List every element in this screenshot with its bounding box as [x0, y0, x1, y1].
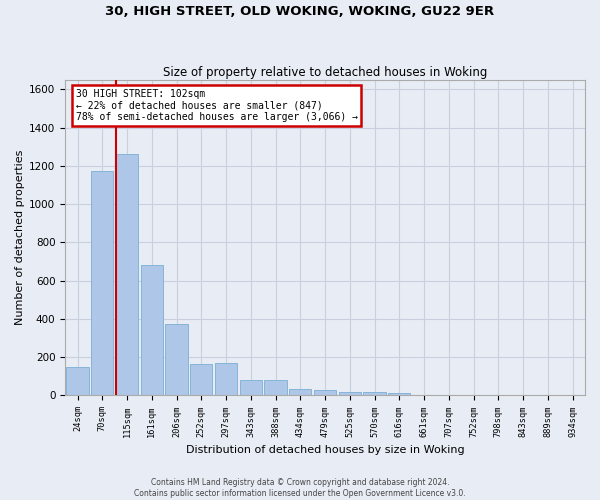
Bar — [338, 392, 361, 396]
Bar — [289, 388, 311, 396]
Bar — [239, 380, 262, 396]
Bar — [140, 266, 163, 396]
Text: Contains HM Land Registry data © Crown copyright and database right 2024.
Contai: Contains HM Land Registry data © Crown c… — [134, 478, 466, 498]
Y-axis label: Number of detached properties: Number of detached properties — [15, 150, 25, 325]
Bar — [314, 390, 336, 396]
Bar — [67, 366, 89, 396]
Bar — [265, 380, 287, 396]
Bar — [388, 393, 410, 396]
Bar — [91, 170, 113, 396]
Bar — [190, 364, 212, 396]
Bar — [364, 392, 386, 396]
X-axis label: Distribution of detached houses by size in Woking: Distribution of detached houses by size … — [186, 445, 464, 455]
Text: 30, HIGH STREET, OLD WOKING, WOKING, GU22 9ER: 30, HIGH STREET, OLD WOKING, WOKING, GU2… — [106, 5, 494, 18]
Text: 30 HIGH STREET: 102sqm
← 22% of detached houses are smaller (847)
78% of semi-de: 30 HIGH STREET: 102sqm ← 22% of detached… — [76, 89, 358, 122]
Bar — [116, 154, 138, 396]
Title: Size of property relative to detached houses in Woking: Size of property relative to detached ho… — [163, 66, 487, 78]
Bar — [215, 363, 237, 396]
Bar — [166, 324, 188, 396]
